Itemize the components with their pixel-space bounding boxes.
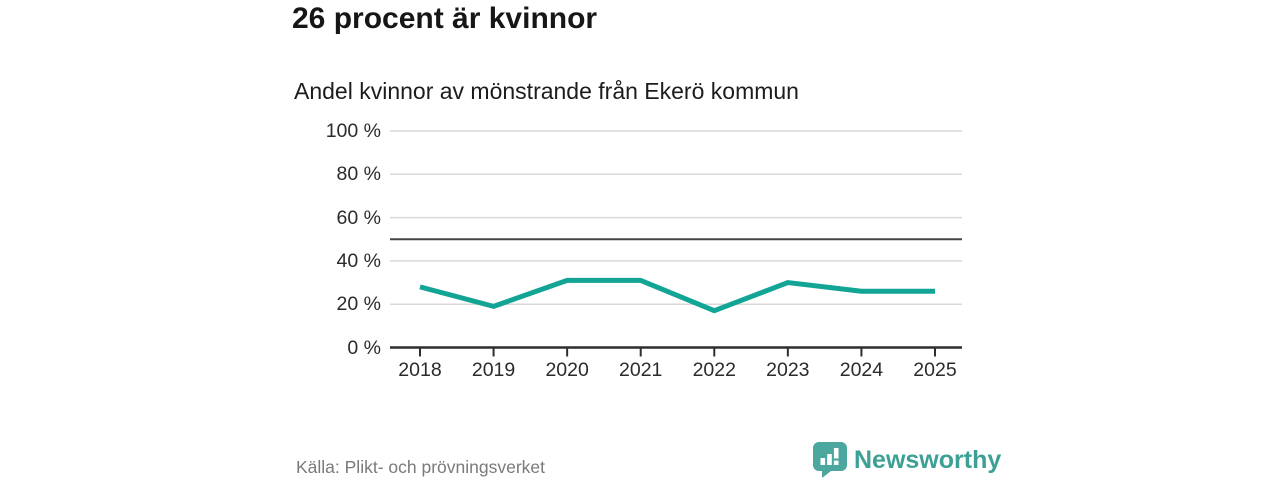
y-tick-label: 100 % — [325, 120, 381, 142]
y-tick-label: 80 % — [336, 163, 381, 186]
y-tick-label: 20 % — [336, 293, 381, 316]
x-tick-label: 2021 — [619, 359, 663, 381]
y-tick-label: 40 % — [336, 249, 381, 272]
x-tick-label: 2022 — [692, 359, 736, 381]
bar-chart-speech-bubble-icon — [813, 442, 847, 478]
brand-wordmark: Newsworthy — [854, 445, 1002, 474]
source-note: Källa: Plikt- och prövningsverket — [296, 457, 545, 477]
x-tick-label: 2024 — [839, 359, 884, 381]
x-tick-label: 2023 — [766, 359, 810, 381]
chart-title: 26 procent är kvinnor — [292, 2, 598, 35]
x-tick-label: 2019 — [471, 359, 516, 381]
x-tick-label: 2020 — [545, 359, 589, 381]
data-line-series — [419, 277, 935, 314]
y-tick-label: 60 % — [336, 206, 381, 229]
chart-subtitle: Andel kvinnor av mönstrande från Ekerö k… — [294, 78, 799, 104]
x-tick-label: 2018 — [398, 359, 442, 381]
x-tick-label: 2025 — [913, 359, 957, 381]
y-tick-label: 0 % — [347, 336, 381, 359]
newsworthy-logo: Newsworthy — [812, 441, 1001, 479]
